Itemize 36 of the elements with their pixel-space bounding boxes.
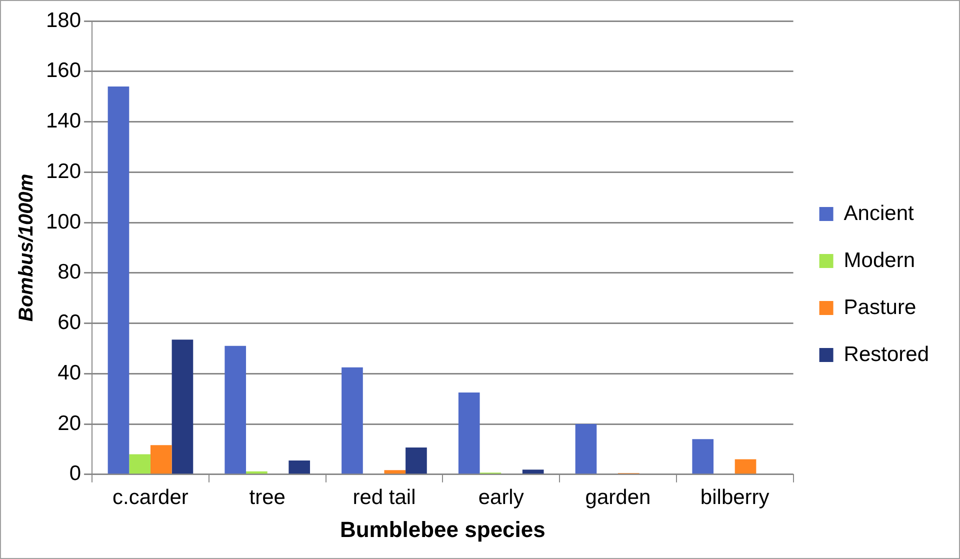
legend-label: Pasture: [844, 296, 916, 319]
y-axis-title: Bombus/1000m: [16, 174, 38, 322]
y-tick-label: 20: [58, 412, 82, 435]
x-tick-label: garden: [585, 486, 651, 509]
y-tick-label: 160: [46, 59, 82, 82]
x-tick-label: tree: [249, 486, 286, 509]
y-tick-label: 100: [46, 210, 82, 234]
bar: [522, 470, 544, 474]
legend-label: Restored: [844, 342, 930, 366]
bar: [224, 346, 246, 474]
bar: [458, 392, 480, 474]
y-tick-label: 180: [46, 8, 82, 32]
bar: [406, 447, 427, 474]
bar: [384, 470, 406, 474]
x-tick-label: bilberry: [700, 486, 770, 509]
bar: [342, 367, 363, 474]
y-tick-label: 40: [58, 361, 82, 384]
y-tick-label: 120: [46, 160, 82, 183]
bar: [172, 340, 194, 474]
bar: [734, 459, 756, 474]
y-tick-label: 80: [58, 260, 82, 284]
bar: [288, 460, 310, 474]
y-tick-label: 60: [58, 311, 82, 334]
legend-label: Modern: [844, 248, 915, 272]
x-tick-label: c.carder: [112, 486, 188, 509]
bar: [108, 86, 130, 474]
legend-label: Ancient: [844, 202, 914, 225]
bar: [692, 439, 714, 474]
bar: [575, 424, 597, 474]
y-tick-label: 0: [69, 462, 82, 486]
x-axis-title: Bumblebee species: [340, 516, 546, 542]
y-tick-label: 140: [46, 110, 82, 133]
bar: [150, 445, 172, 474]
x-tick-label: red tail: [352, 486, 416, 509]
x-tick-label: early: [478, 486, 524, 509]
bar: [129, 454, 150, 474]
